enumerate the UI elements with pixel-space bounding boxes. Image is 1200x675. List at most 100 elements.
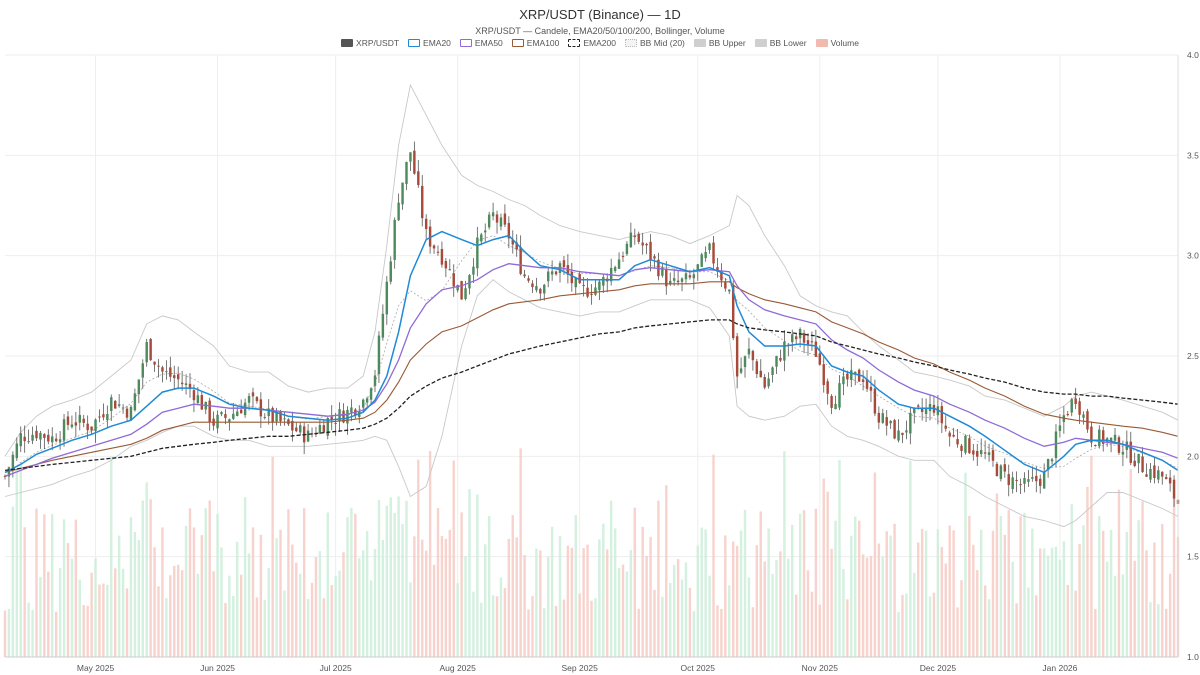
volume-bar (932, 592, 936, 657)
volume-bar (708, 575, 711, 657)
candle-body (31, 434, 34, 441)
volume-bar (287, 509, 290, 657)
volume-bar (62, 519, 66, 657)
volume-bar (503, 588, 507, 657)
candle-body (897, 430, 900, 441)
volume-bar (23, 527, 26, 657)
volume-bar (924, 530, 928, 657)
indicator-lines (4, 230, 1179, 478)
volume-bar (598, 539, 601, 657)
candle-body (602, 277, 605, 286)
volume-bar (1145, 550, 1148, 657)
candle-body (976, 450, 979, 457)
volume-bar (259, 534, 263, 657)
volume-bar (1074, 590, 1077, 657)
legend-item[interactable]: XRP/USDT (341, 38, 399, 48)
volume-bar (165, 598, 168, 657)
volume-bar (661, 596, 664, 657)
candle-body (117, 404, 121, 406)
candle-body (295, 427, 298, 432)
x-tick-label: May 2025 (77, 663, 115, 673)
legend-swatch (408, 39, 421, 47)
volume-bar (550, 526, 554, 657)
candle-body (838, 383, 841, 408)
candle-body (499, 217, 503, 227)
ema100-line (4, 281, 1179, 473)
volume-bar (279, 529, 282, 657)
candle-body (881, 413, 884, 423)
volume-bar (86, 605, 89, 657)
volume-bar (794, 594, 798, 657)
candle-body (991, 450, 995, 461)
legend-item[interactable]: BB Mid (20) (625, 38, 685, 48)
candle-body (645, 243, 648, 246)
volume-bar (239, 574, 243, 657)
candle-body (696, 264, 699, 271)
candle-body (1109, 437, 1113, 442)
candle-body (995, 463, 999, 477)
legend-item[interactable]: Volume (815, 38, 859, 48)
volume-bar (204, 508, 207, 657)
candle-body (1137, 453, 1140, 464)
candle-body (43, 434, 46, 438)
volume-bar (936, 529, 940, 657)
candle-body (743, 356, 747, 368)
candle-body (192, 390, 196, 401)
candle-body (326, 418, 329, 436)
volume-bar (121, 568, 125, 657)
volume-bar (759, 511, 762, 657)
candle-body (11, 454, 15, 469)
candle-body (279, 411, 282, 422)
y-tick-label: 2.5 (1187, 351, 1199, 361)
candle-body (66, 416, 70, 425)
candle-body (405, 161, 408, 185)
candle-body (539, 288, 542, 294)
volume-bar (43, 514, 46, 657)
volume-bar (436, 508, 440, 657)
volume-bar (47, 571, 50, 657)
volume-bar (224, 603, 227, 657)
volume-bar (342, 552, 345, 657)
legend-item[interactable]: EMA100 (511, 38, 559, 48)
volume-bar (869, 556, 873, 657)
legend-item[interactable]: BB Lower (754, 38, 807, 48)
candle-body (507, 223, 511, 239)
volume-bar (1023, 512, 1026, 657)
volume-bar (1082, 525, 1085, 657)
volume-bar (1042, 548, 1046, 657)
volume-bar (1133, 560, 1136, 657)
volume-bar (149, 499, 152, 657)
candle-body (688, 275, 692, 278)
candle-body (621, 255, 625, 258)
candle-body (771, 367, 774, 375)
candle-body (1168, 477, 1172, 484)
volume-bar (511, 515, 514, 657)
candle-body (129, 406, 133, 421)
volume-bar (421, 539, 424, 657)
volume-bar (1125, 531, 1129, 657)
legend-item[interactable]: BB Upper (693, 38, 746, 48)
candle-body (708, 243, 711, 250)
candle-body (19, 433, 22, 447)
candle-body (826, 381, 829, 394)
volume-bar (1168, 573, 1172, 657)
volume-bar (212, 571, 215, 657)
candle-body (188, 383, 192, 390)
legend-item[interactable]: EMA200 (568, 38, 616, 48)
candle-body (814, 341, 818, 357)
legend-item[interactable]: EMA50 (459, 38, 503, 48)
bb-mid-line (4, 235, 1179, 477)
volume-bar (743, 509, 747, 657)
legend-item[interactable]: EMA20 (408, 38, 451, 48)
candle-body (940, 406, 944, 423)
volume-bar (672, 564, 676, 657)
volume-bar (515, 537, 518, 657)
volume-bar (1015, 603, 1018, 657)
volume-bar (554, 605, 558, 657)
candle-body (751, 350, 755, 361)
candle-body (401, 182, 404, 205)
volume-bar (216, 513, 219, 657)
candle-body (629, 232, 633, 248)
candle-body (617, 259, 621, 269)
